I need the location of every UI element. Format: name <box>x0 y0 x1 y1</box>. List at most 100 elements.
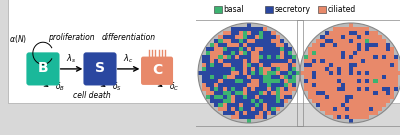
Bar <box>272 75 276 79</box>
Bar <box>333 83 337 87</box>
Bar <box>333 115 337 119</box>
Bar <box>272 103 276 107</box>
Bar <box>272 35 276 39</box>
Text: $\alpha(N)$: $\alpha(N)$ <box>9 33 27 45</box>
Bar <box>333 91 337 95</box>
Bar <box>345 83 349 87</box>
Bar <box>370 43 374 47</box>
Bar <box>345 115 349 119</box>
Bar <box>349 27 353 31</box>
Bar <box>382 99 386 103</box>
Bar <box>239 27 243 31</box>
Bar <box>353 43 357 47</box>
Bar <box>386 55 390 59</box>
Bar <box>239 39 243 43</box>
Bar <box>251 95 255 99</box>
Bar <box>349 107 353 111</box>
Bar <box>255 111 259 115</box>
Bar <box>267 107 272 111</box>
Bar <box>349 99 353 103</box>
Bar <box>374 83 378 87</box>
Bar <box>361 27 365 31</box>
Bar <box>374 63 378 67</box>
Bar <box>329 87 333 91</box>
Bar <box>226 51 231 55</box>
Bar <box>231 79 235 83</box>
Bar <box>304 67 308 71</box>
Bar <box>345 51 349 55</box>
Bar <box>272 111 276 115</box>
Bar <box>394 83 398 87</box>
Bar <box>239 71 243 75</box>
Bar <box>276 39 280 43</box>
Text: S: S <box>95 61 105 75</box>
Bar <box>276 95 280 99</box>
Bar <box>263 83 267 87</box>
Bar <box>308 91 312 95</box>
Bar <box>374 43 378 47</box>
Bar <box>280 79 284 83</box>
Bar <box>280 91 284 95</box>
Bar <box>390 59 394 63</box>
Bar <box>214 55 218 59</box>
Bar <box>349 91 353 95</box>
Bar <box>214 51 218 55</box>
Bar <box>243 107 247 111</box>
Bar <box>304 87 308 91</box>
Bar <box>361 39 365 43</box>
Bar <box>210 75 214 79</box>
Bar <box>353 63 357 67</box>
Bar <box>235 31 239 35</box>
Bar <box>259 43 263 47</box>
Bar <box>337 103 341 107</box>
Bar <box>357 27 361 31</box>
Bar <box>374 55 378 59</box>
Bar <box>255 75 259 79</box>
Bar <box>378 79 382 83</box>
Bar <box>214 99 218 103</box>
Bar <box>251 51 255 55</box>
Bar <box>247 103 251 107</box>
Bar <box>329 67 333 71</box>
Bar <box>341 39 345 43</box>
Bar <box>324 91 328 95</box>
Bar <box>365 87 370 91</box>
Bar <box>312 91 316 95</box>
Bar <box>374 103 378 107</box>
Bar <box>280 103 284 107</box>
Bar <box>214 87 218 91</box>
Bar <box>218 47 222 51</box>
Bar <box>292 63 296 67</box>
Bar <box>353 39 357 43</box>
Bar <box>276 91 280 95</box>
Bar <box>210 63 214 67</box>
Bar <box>284 79 288 83</box>
Bar <box>267 111 272 115</box>
Bar <box>251 27 255 31</box>
Bar <box>272 99 276 103</box>
Bar <box>276 51 280 55</box>
Bar <box>357 95 361 99</box>
Bar <box>272 43 276 47</box>
Bar <box>329 59 333 63</box>
Bar <box>218 91 222 95</box>
Bar <box>324 83 328 87</box>
Bar <box>357 71 361 75</box>
Bar <box>288 71 292 75</box>
Bar <box>316 95 320 99</box>
Bar <box>243 43 247 47</box>
Bar <box>333 63 337 67</box>
Bar <box>218 43 222 47</box>
Bar <box>345 43 349 47</box>
Bar <box>341 35 345 39</box>
Bar <box>247 27 251 31</box>
Bar <box>202 87 206 91</box>
Bar <box>202 55 206 59</box>
Bar <box>226 31 231 35</box>
Bar <box>226 63 231 67</box>
Bar <box>243 91 247 95</box>
Bar <box>312 59 316 63</box>
Bar <box>304 63 308 67</box>
Bar <box>206 75 210 79</box>
Bar <box>259 63 263 67</box>
